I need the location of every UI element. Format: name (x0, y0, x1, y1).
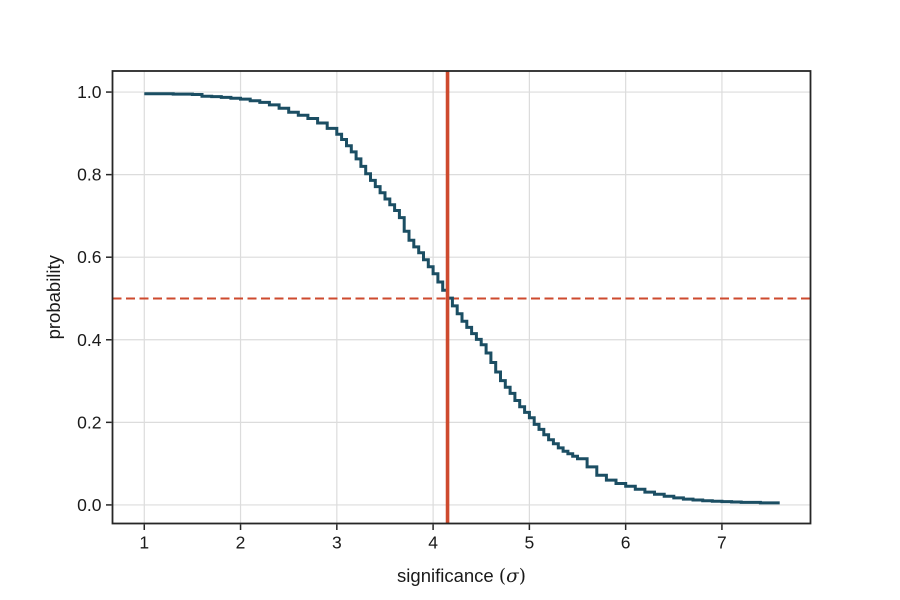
x-tick-label: 5 (525, 533, 535, 553)
survival-curve (144, 92, 780, 505)
axes-spines (111, 70, 812, 525)
x-axis-label: significance (σ) (397, 565, 526, 587)
y-tick-label: 0.0 (77, 495, 102, 515)
x-tick-label: 7 (717, 533, 727, 553)
x-tick-label: 2 (236, 533, 246, 553)
y-tick-label: 0.4 (77, 330, 102, 350)
y-tick-label: 0.6 (77, 247, 101, 267)
y-tick-label: 0.2 (77, 412, 101, 432)
plot-area (112, 71, 811, 524)
x-axis-label-part: ( (499, 566, 506, 587)
x-axis-label-part: ) (519, 566, 526, 587)
x-tick-label: 3 (332, 533, 342, 553)
y-axis-label: probability (43, 254, 64, 339)
y-tick-label: 1.0 (77, 82, 102, 102)
y-tick-label: 0.8 (77, 165, 101, 185)
x-axis-label-part: significance (397, 565, 499, 586)
x-tick-label: 6 (621, 533, 631, 553)
x-tick-label: 4 (428, 533, 438, 553)
x-tick-label: 1 (139, 533, 149, 553)
x-axis-label-part: σ (506, 566, 520, 587)
